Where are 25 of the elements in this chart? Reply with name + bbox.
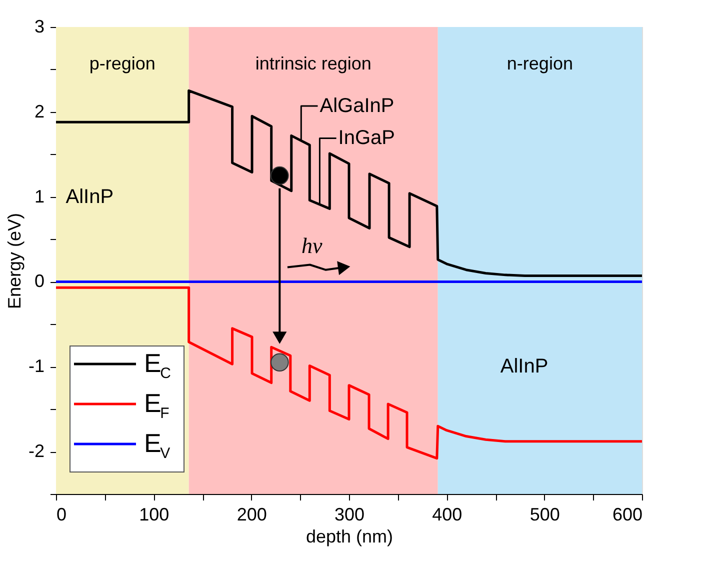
line-series <box>54 89 644 278</box>
y-axis-title: Energy (eV) <box>4 212 24 310</box>
x-tick-label: 300 <box>334 504 365 524</box>
x-tick-label: 0 <box>56 504 67 524</box>
x-tick-label: 600 <box>612 504 642 524</box>
x-tick-label: 200 <box>236 504 267 524</box>
x-tick-label: 500 <box>530 504 560 524</box>
annotation: AlInP <box>66 186 114 208</box>
annotation: AlInP <box>500 356 548 378</box>
annotation: InGaP <box>338 127 396 150</box>
y-tick-label: 1 <box>34 186 44 206</box>
annotation: AlGaInP <box>320 94 394 117</box>
x-tick-label: 400 <box>432 504 462 524</box>
y-tick-label: 0 <box>34 271 44 292</box>
y-tick-label: 3 <box>34 16 44 36</box>
line-series <box>54 286 644 460</box>
x-tick-label: 100 <box>139 504 170 524</box>
band-label: n-region <box>506 53 573 74</box>
band-label: p-region <box>89 53 156 74</box>
y-tick-label: -1 <box>28 356 44 376</box>
x-axis-title: depth (nm) <box>306 526 394 546</box>
y-tick-label: 2 <box>34 101 44 122</box>
band-label: intrinsic region <box>255 53 372 74</box>
annotation: hv <box>302 233 323 258</box>
y-tick-label: -2 <box>28 441 44 462</box>
